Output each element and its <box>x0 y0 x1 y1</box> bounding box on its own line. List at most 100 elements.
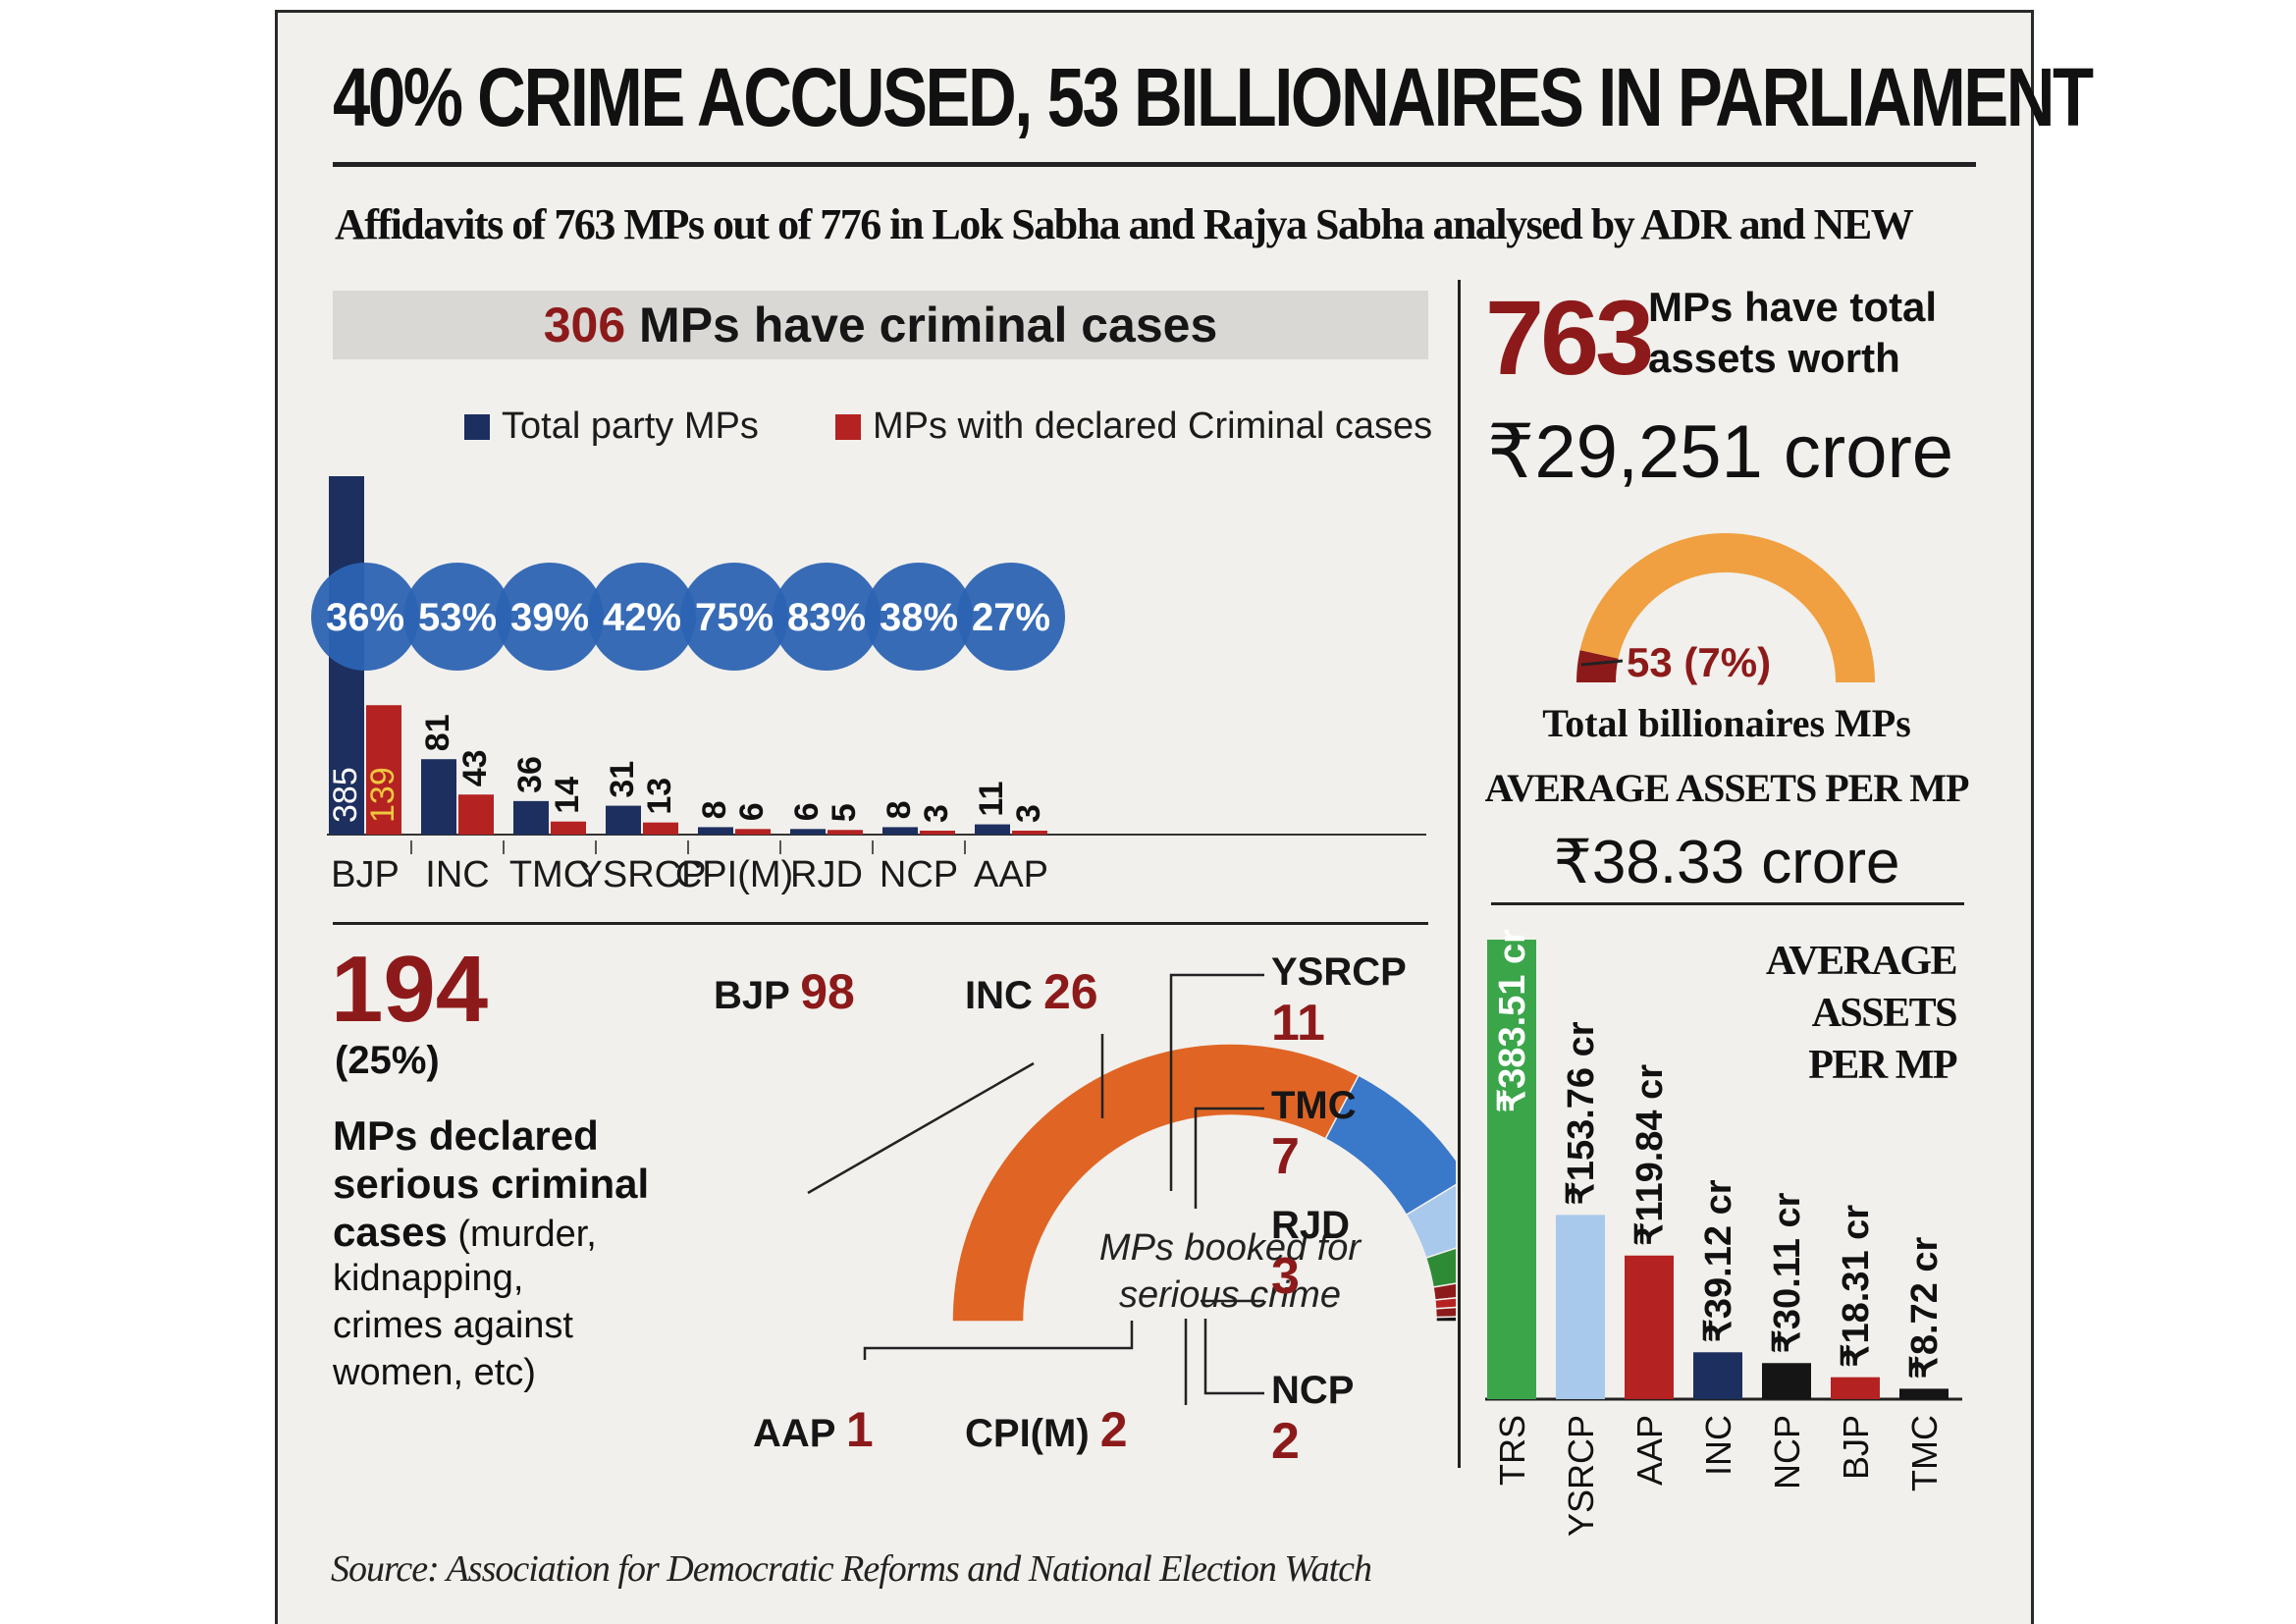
serious-desc-line-3: cases (murder, <box>333 1209 597 1256</box>
donut-value-rjd: 3 <box>1271 1248 1300 1305</box>
assets-bar-ncp <box>1762 1363 1811 1399</box>
donut-label-rjd: RJD <box>1271 1204 1350 1247</box>
donut-slice-aap <box>1435 1316 1456 1323</box>
serious-desc-murder: (murder, <box>457 1214 597 1255</box>
percent-label-aap: 27% <box>972 596 1050 639</box>
average-assets-value: ₹38.33 crore <box>1553 829 1900 896</box>
assets-value-ncp: ₹30.11 cr <box>1767 1192 1808 1353</box>
percent-circle-ncp <box>865 563 973 671</box>
donut-label-ysrcp: YSRCP <box>1271 950 1407 994</box>
bar-total-value-ysrcp: 31 <box>604 761 641 798</box>
donut-label-tmc: TMC <box>1271 1084 1357 1127</box>
percent-circle-rjd <box>773 563 881 671</box>
billionaires-caption: Total billionaires MPs <box>1542 701 1911 745</box>
assets-bar-tmc <box>1899 1388 1949 1399</box>
category-label-ysrcp: YSRCP <box>578 854 707 895</box>
bar-criminal-value-ncp: 3 <box>918 804 955 823</box>
donut-leader-tmc <box>1194 1107 1264 1209</box>
bar-criminal-ncp <box>920 831 955 835</box>
serious-percent: (25%) <box>335 1039 440 1082</box>
bar-criminal-tmc <box>551 821 586 835</box>
legend-total-mps: Total party MPs <box>464 406 759 448</box>
bar-criminal-bjp <box>366 705 401 835</box>
bar-total-value-aap: 11 <box>973 782 1010 817</box>
donut-label-aap: AAP 1 <box>753 1402 874 1457</box>
donut-label-ncp: NCP <box>1271 1369 1354 1412</box>
percent-circle-bjp <box>311 563 419 671</box>
average-assets-bar-chart: ₹383.51 cr TRS ₹153.76 cr YSRCP ₹119.84 cr AA… <box>1485 929 1962 1537</box>
percent-circle-cpi(m) <box>680 563 788 671</box>
assets-category-bjp: BJP <box>1836 1415 1876 1480</box>
legend-criminal-label: MPs with declared Criminal cases <box>873 406 1433 447</box>
criminal-cases-count: 306 <box>543 298 626 352</box>
bar-criminal-value-cpi(m): 6 <box>733 802 771 821</box>
assets-label-2: assets worth <box>1648 335 1900 381</box>
assets-value-ysrcp: ₹153.76 cr <box>1561 1021 1602 1205</box>
assets-category-ysrcp: YSRCP <box>1561 1415 1601 1537</box>
vertical-divider <box>1458 280 1461 1468</box>
percent-circle-aap <box>957 563 1065 671</box>
bar-criminal-value-rjd: 5 <box>826 803 863 822</box>
bar-total-value-cpi(m): 8 <box>696 800 733 819</box>
infographic-card: 40% CRIME ACCUSED, 53 BILLIONAIRES IN PA… <box>275 10 2094 1624</box>
donut-value-bjp: 98 <box>800 964 855 1019</box>
bar-total-value-bjp: 385 <box>327 767 364 823</box>
category-label-aap: AAP <box>974 854 1048 895</box>
assets-bar-ysrcp <box>1556 1215 1605 1399</box>
billionaires-gauge: 53 (7%) <box>1576 532 1875 685</box>
bar-criminal-value-inc: 43 <box>456 749 494 786</box>
bar-criminal-ysrcp <box>643 822 678 835</box>
donut-label-bjp: BJP 98 <box>714 964 855 1019</box>
bar-criminal-value-ysrcp: 13 <box>641 778 678 815</box>
bar-total-value-ncp: 8 <box>881 800 918 819</box>
assets-category-inc: INC <box>1698 1415 1738 1476</box>
title-rule <box>333 162 1976 167</box>
donut-label-cpim: CPI(M) 2 <box>965 1402 1128 1457</box>
bar-total-ysrcp <box>606 805 641 835</box>
bar-criminal-rjd <box>828 830 863 835</box>
assets-value-inc: ₹39.12 cr <box>1698 1179 1739 1342</box>
legend-swatch-red <box>835 414 861 440</box>
bar-total-ncp <box>882 827 918 835</box>
criminal-cases-band: 306 MPs have criminal cases <box>333 291 1428 359</box>
gauge-slice-billionaires <box>1576 650 1619 682</box>
gauge-leader <box>1580 659 1624 667</box>
serious-desc-line-6: women, etc) <box>333 1352 536 1393</box>
assets-bar-inc <box>1693 1352 1742 1399</box>
right-divider <box>1491 902 1964 905</box>
serious-desc-line-2: serious criminal <box>333 1161 650 1207</box>
bar-total-inc <box>421 759 456 835</box>
category-label-ncp: NCP <box>880 854 958 895</box>
assets-value-trs: ₹383.51 cr <box>1492 929 1533 1112</box>
legend-total-label: Total party MPs <box>502 406 759 447</box>
avg-party-heading-3: PER MP <box>1808 1043 1957 1088</box>
bar-total-aap <box>975 824 1010 835</box>
assets-bar-trs <box>1487 940 1536 1399</box>
assets-category-tmc: TMC <box>1904 1415 1945 1491</box>
assets-category-ncp: NCP <box>1767 1415 1807 1489</box>
donut-leader-ncp <box>1203 1319 1264 1395</box>
gauge-annotation: 53 (7%) <box>1627 639 1771 685</box>
average-assets-heading: AVERAGE ASSETS PER MP <box>1484 766 1970 810</box>
donut-center-label-1: MPs booked for <box>1099 1227 1362 1269</box>
bar-total-cpi(m) <box>698 827 733 835</box>
bar-criminal-inc <box>458 794 494 835</box>
category-label-cpi(m): CPI(M) <box>675 854 793 895</box>
percent-circle-inc <box>403 563 511 671</box>
category-label-rjd: RJD <box>790 854 863 895</box>
donut-value-tmc: 7 <box>1271 1128 1300 1185</box>
serious-count: 194 <box>331 937 489 1042</box>
bar-total-value-rjd: 6 <box>788 802 826 821</box>
donut-value-ncp: 2 <box>1271 1413 1300 1470</box>
donut-label-inc: INC 26 <box>965 964 1098 1019</box>
assets-value-aap: ₹119.84 cr <box>1629 1064 1671 1246</box>
bar-criminal-cpi(m) <box>735 829 771 835</box>
gauge-slice-other <box>1579 532 1875 682</box>
assets-category-aap: AAP <box>1629 1415 1670 1486</box>
bar-total-value-tmc: 36 <box>511 756 549 793</box>
percent-circle-ysrcp <box>588 563 696 671</box>
donut-leader-bjp <box>807 1061 1035 1195</box>
assets-value-tmc: ₹8.72 cr <box>1904 1237 1946 1380</box>
bar-criminal-value-tmc: 14 <box>549 777 586 814</box>
